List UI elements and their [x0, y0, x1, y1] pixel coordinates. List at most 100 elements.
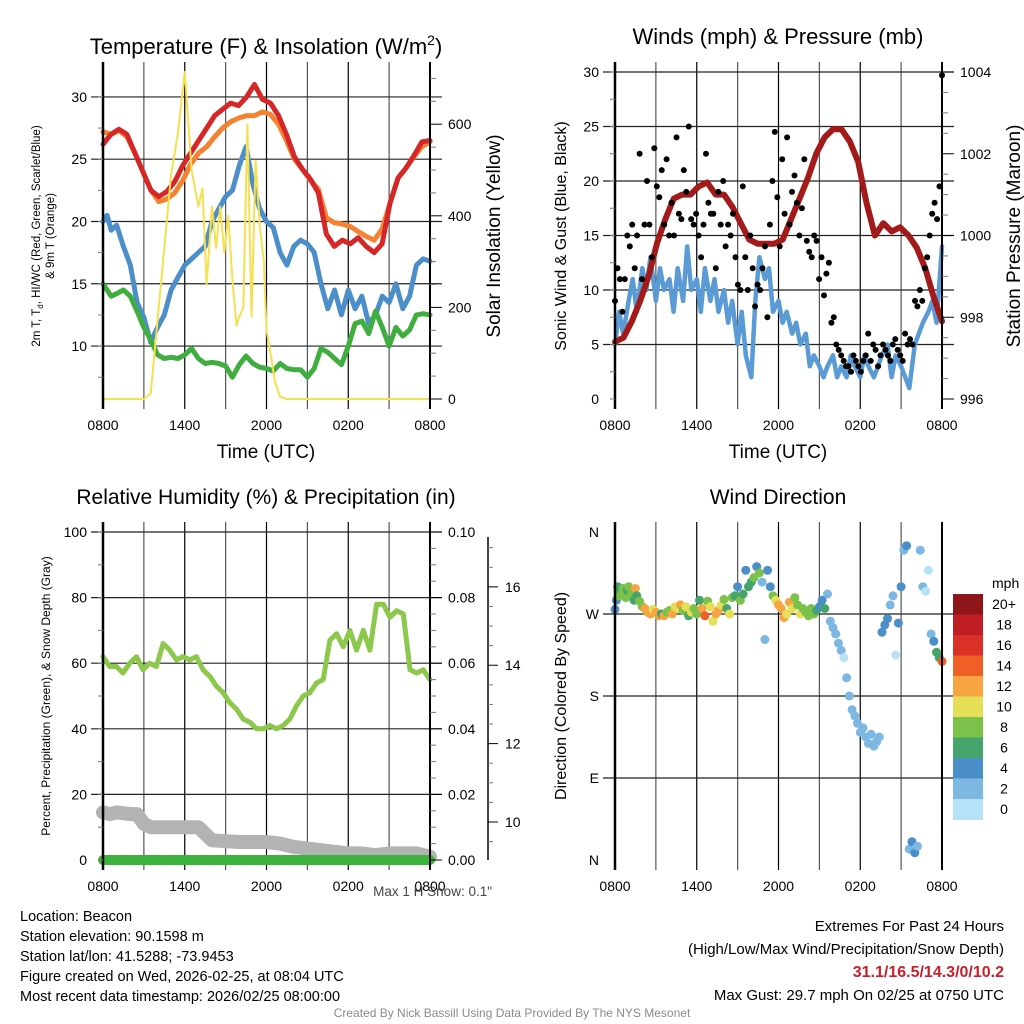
y2-tick-label: 1000: [960, 228, 991, 244]
x-tick-label: 1400: [169, 878, 200, 894]
gust-point: [666, 232, 673, 239]
gust-point: [798, 205, 805, 212]
y-tick-label: 25: [71, 151, 87, 167]
y-tick-label: 60: [71, 655, 87, 671]
direction-point: [817, 595, 827, 605]
y-tick-label: 25: [583, 119, 599, 135]
direction-point: [921, 586, 931, 596]
x-tick-label: 2000: [251, 417, 282, 433]
info-elevation: Station elevation: 90.1598 m: [20, 929, 204, 945]
gust-point: [639, 276, 645, 283]
direction-point: [885, 600, 895, 610]
legend-label: 16: [996, 637, 1012, 653]
gust-point: [626, 243, 633, 250]
gust-point: [703, 150, 709, 157]
gust-point: [651, 145, 658, 152]
gust-point: [862, 352, 869, 359]
y-tick-label: 0: [79, 852, 87, 868]
gust-point: [840, 357, 847, 364]
direction-point: [820, 604, 830, 613]
direction-point: [667, 609, 677, 619]
station-info: Location: Beacon Station elevation: 90.1…: [20, 907, 344, 1007]
gust-point: [675, 210, 682, 217]
snow-tick-label: 10: [505, 814, 521, 830]
y2-tick-label: 1002: [960, 146, 991, 162]
direction-point: [719, 594, 729, 604]
gust-point: [796, 232, 803, 239]
x-tick-label: 0800: [414, 417, 445, 433]
direction-point: [823, 589, 832, 599]
y2-tick-label: 0.06: [448, 655, 475, 671]
winds-title: Winds (mph) & Pressure (mb): [633, 24, 924, 49]
gust-point: [887, 357, 894, 364]
wind-direction-grid: [603, 522, 954, 870]
gust-point: [850, 352, 857, 359]
legend-swatch: [953, 696, 983, 718]
direction-point: [915, 545, 925, 555]
direction-point: [725, 609, 734, 619]
direction-point: [630, 584, 640, 593]
gust-point: [781, 210, 788, 217]
gust-point: [791, 172, 798, 179]
x-tick-label: 0800: [87, 417, 118, 433]
direction-point: [844, 691, 854, 701]
gust-point: [904, 341, 911, 348]
y-tick-label: 20: [71, 786, 87, 802]
direction-point: [705, 602, 715, 612]
y-tick-label: 20: [583, 173, 599, 189]
gust-point: [732, 254, 739, 261]
wind-direction-title: Wind Direction: [710, 486, 847, 509]
direction-point: [765, 582, 775, 592]
y-tick-label: E: [590, 770, 599, 786]
gust-point: [683, 188, 690, 195]
direction-point: [923, 565, 933, 575]
direction-point: [757, 577, 767, 587]
direction-point: [893, 618, 903, 628]
y-tick-label: 30: [71, 89, 87, 105]
y-tick-label: 15: [71, 276, 87, 292]
snow-tick-label: 12: [505, 736, 521, 752]
gust-point: [833, 341, 840, 348]
gust-point: [766, 221, 773, 228]
legend-label: 14: [996, 658, 1012, 674]
direction-point: [902, 541, 912, 551]
gust-point: [725, 221, 732, 228]
info-data-timestamp: Most recent data timestamp: 2026/02/25 0…: [20, 989, 341, 1005]
gust-point: [737, 287, 744, 293]
gust-point: [712, 265, 719, 272]
x-tick-label: 0800: [599, 878, 630, 894]
humidity-title: Relative Humidity (%) & Precipitation (i…: [76, 486, 455, 509]
winds-grid: [603, 62, 954, 409]
gust-point: [621, 276, 628, 283]
direction-point: [874, 732, 884, 742]
y2-tick-label: 0.02: [448, 786, 475, 802]
gust-point: [855, 363, 862, 370]
x-tick-label: 0800: [87, 878, 118, 894]
gust-point: [825, 259, 832, 266]
temperature-series: [100, 71, 433, 400]
gust-point: [695, 232, 702, 239]
y-tick-label: N: [589, 524, 599, 540]
credit-line: Created By Nick Bassill Using Data Provi…: [333, 1006, 691, 1020]
y2-tick-label: 0.00: [448, 852, 475, 868]
legend-title: mph: [992, 575, 1019, 591]
gust-point: [830, 314, 837, 321]
gust-point: [678, 216, 685, 223]
gust-point: [880, 341, 886, 348]
direction-point: [888, 591, 898, 601]
direction-point: [891, 650, 901, 660]
y2-tick-label: 0.08: [448, 590, 475, 606]
speed-colorbar-legend: mph 20+ 18 16 14 12 10 8 6 4 2 0: [953, 575, 1019, 820]
y-tick-label: 15: [583, 228, 599, 244]
gust-point: [644, 178, 650, 184]
gust-point: [739, 183, 746, 190]
gust-point: [801, 156, 808, 163]
gust-point: [734, 281, 741, 288]
gust-point: [715, 188, 722, 195]
direction-point: [866, 729, 876, 739]
